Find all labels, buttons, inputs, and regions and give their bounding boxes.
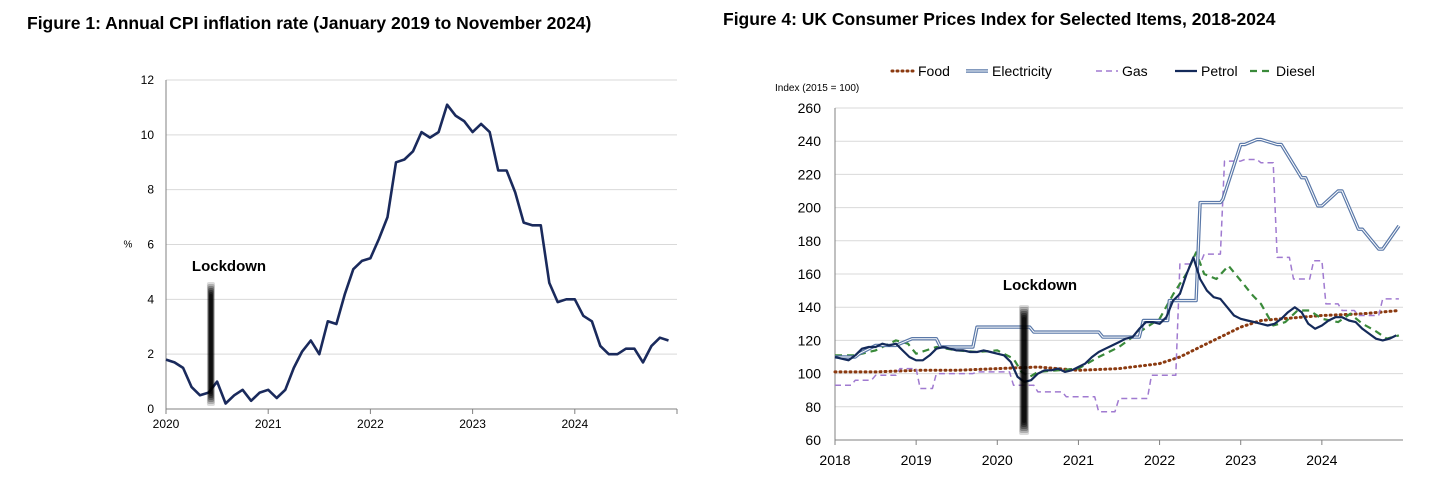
x-tick-label: 2024 bbox=[561, 417, 588, 431]
legend-label-electricity: Electricity bbox=[992, 63, 1052, 79]
x-tick-label: 2020 bbox=[982, 452, 1013, 468]
lockdown-marker bbox=[1019, 305, 1030, 435]
diesel-line bbox=[835, 251, 1400, 378]
y-tick-label: 60 bbox=[805, 432, 821, 448]
x-tick-label: 2024 bbox=[1306, 452, 1337, 468]
x-tick-label: 2018 bbox=[819, 452, 850, 468]
x-tick-label: 2020 bbox=[153, 417, 180, 431]
y-tick-label: 240 bbox=[798, 133, 822, 149]
lockdown-label: Lockdown bbox=[192, 258, 266, 275]
y-tick-label: 200 bbox=[798, 200, 822, 216]
y-tick-label: 80 bbox=[805, 399, 821, 415]
legend-label-diesel: Diesel bbox=[1276, 63, 1315, 79]
lockdown-bar-shade bbox=[209, 294, 213, 394]
y-tick-label: 6 bbox=[147, 238, 154, 252]
y-tick-label: 10 bbox=[141, 128, 155, 142]
x-tick-label: 2021 bbox=[255, 417, 282, 431]
food-line bbox=[833, 309, 1401, 374]
cpi-line bbox=[165, 103, 669, 405]
legend-label-gas: Gas bbox=[1122, 63, 1148, 79]
x-tick-label: 2022 bbox=[357, 417, 384, 431]
y-tick-label: 8 bbox=[147, 183, 154, 197]
legend: Food Electricity Gas Petrol Diesel bbox=[890, 63, 1315, 79]
y-tick-label: 180 bbox=[798, 233, 822, 249]
y-tick-label: 260 bbox=[798, 100, 822, 116]
y-tick-label: 4 bbox=[147, 292, 154, 306]
y-tick-label: 2 bbox=[147, 347, 154, 361]
x-tick-label: 2023 bbox=[1225, 452, 1256, 468]
x-tick-label: 2023 bbox=[459, 417, 486, 431]
x-tick-label: 2021 bbox=[1063, 452, 1094, 468]
electricity-line-outer bbox=[835, 137, 1401, 359]
y-tick-label: 0 bbox=[147, 402, 154, 416]
petrol-line bbox=[834, 256, 1397, 383]
y-tick-label: 120 bbox=[798, 332, 822, 348]
figure-4-title: Figure 4: UK Consumer Prices Index for S… bbox=[723, 9, 1276, 29]
y-tick-label: 140 bbox=[798, 299, 822, 315]
y-axis-label: Index (2015 = 100) bbox=[775, 83, 859, 94]
y-tick-label: 220 bbox=[798, 166, 822, 182]
y-tick-label: 160 bbox=[798, 266, 822, 282]
lockdown-bar-shade bbox=[1022, 317, 1027, 423]
y-axis-label: % bbox=[124, 240, 133, 251]
electricity-line-inner bbox=[835, 139, 1400, 358]
y-tick-label: 12 bbox=[141, 73, 155, 87]
gas-line bbox=[835, 158, 1399, 413]
x-tick-label: 2022 bbox=[1144, 452, 1175, 468]
lockdown-label: Lockdown bbox=[1003, 277, 1077, 294]
lockdown-marker bbox=[206, 282, 215, 406]
y-tick-label: 100 bbox=[798, 366, 822, 382]
x-tick-label: 2019 bbox=[901, 452, 932, 468]
legend-label-petrol: Petrol bbox=[1201, 63, 1238, 79]
figure-1-title: Figure 1: Annual CPI inflation rate (Jan… bbox=[27, 13, 592, 33]
legend-label-food: Food bbox=[918, 63, 950, 79]
